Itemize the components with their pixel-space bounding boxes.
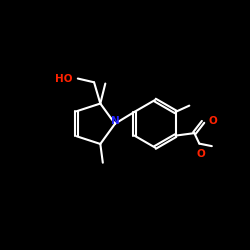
Text: O: O xyxy=(196,148,205,159)
Text: HO: HO xyxy=(55,74,73,84)
Text: O: O xyxy=(208,116,217,126)
Text: N: N xyxy=(110,116,120,126)
